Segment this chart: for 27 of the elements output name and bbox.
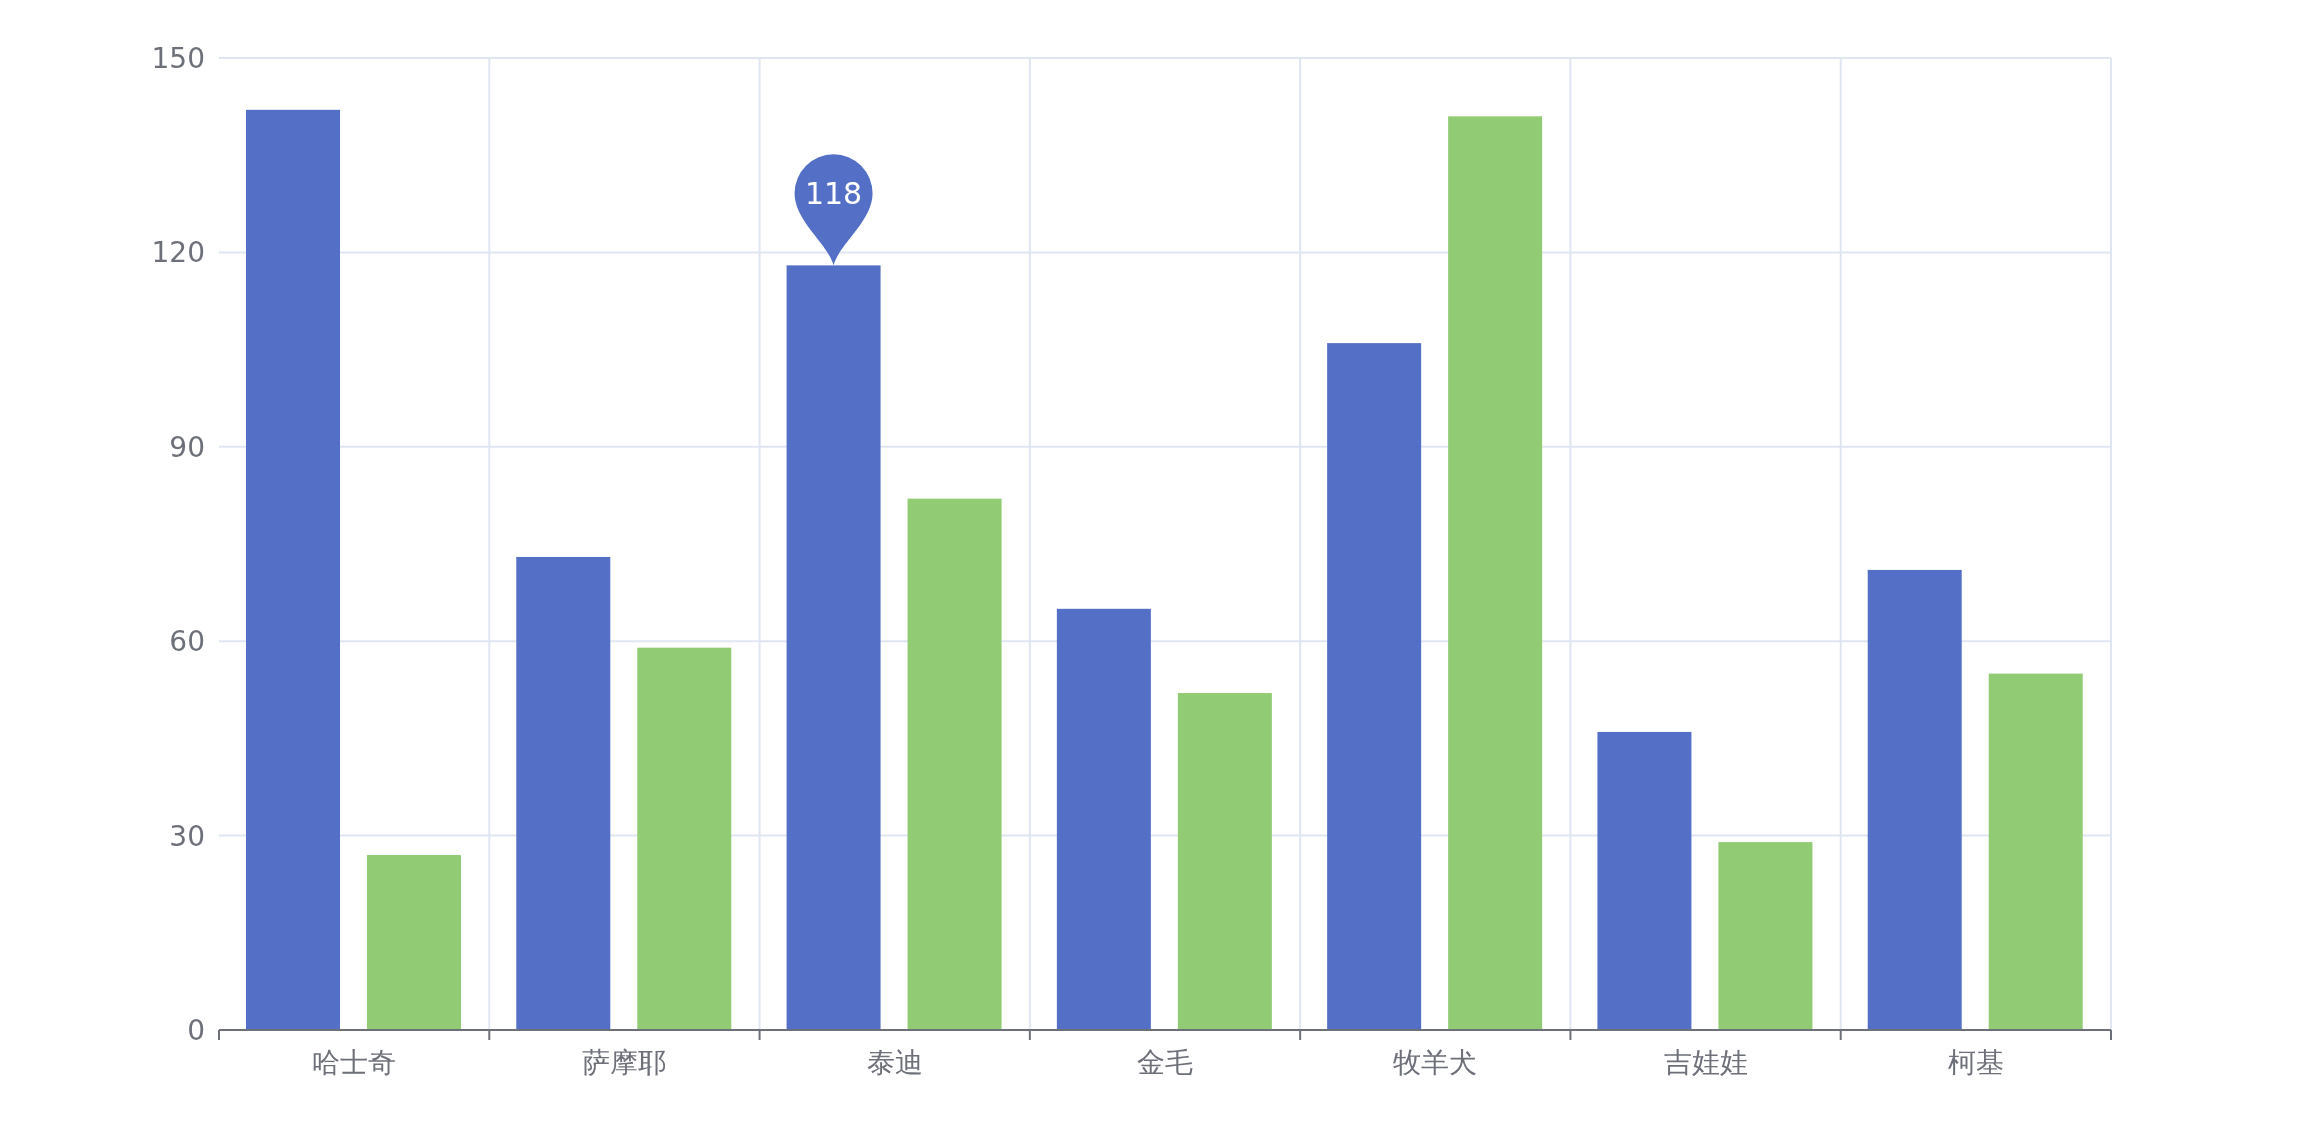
bar: [637, 647, 732, 1030]
y-tick-label: 60: [169, 625, 205, 659]
bar: [1177, 693, 1272, 1030]
data-label: 118: [804, 176, 863, 212]
x-tick-label: 牧羊犬: [1393, 1046, 1478, 1079]
x-tick-label: 柯基: [1947, 1046, 2004, 1079]
x-tick-label: 哈士奇: [312, 1046, 397, 1079]
y-tick-label: 0: [187, 1014, 205, 1047]
y-tick-label: 30: [169, 819, 205, 853]
bar: [516, 556, 611, 1030]
bar: [246, 109, 340, 1030]
bar: [1988, 673, 2083, 1030]
x-tick-label: 金毛: [1137, 1046, 1193, 1079]
x-tick-label: 泰迪: [866, 1046, 923, 1079]
bar: [1718, 842, 1813, 1030]
x-tick-label: 萨摩耶: [582, 1046, 667, 1079]
x-tick-label: 吉娃娃: [1663, 1046, 1748, 1079]
bar: [1448, 116, 1543, 1030]
bar: [1056, 608, 1151, 1030]
bar: [1327, 343, 1422, 1030]
bar: [907, 498, 1002, 1030]
y-tick-label: 90: [169, 430, 205, 464]
bar: [367, 855, 461, 1030]
bar: [1867, 569, 1962, 1030]
y-tick-label: 150: [151, 42, 205, 75]
y-tick-label: 120: [151, 236, 205, 270]
bar: [1597, 731, 1692, 1030]
